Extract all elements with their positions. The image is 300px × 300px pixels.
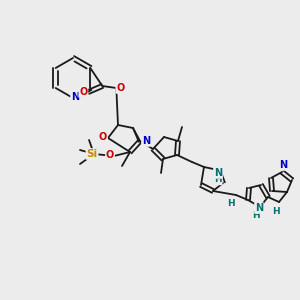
Text: O: O	[106, 150, 114, 160]
Text: O: O	[79, 87, 87, 97]
Text: Si: Si	[86, 149, 98, 159]
Text: H: H	[252, 211, 260, 220]
Text: N: N	[255, 203, 263, 213]
Text: H: H	[214, 176, 222, 184]
Text: H: H	[272, 206, 280, 215]
Text: N: N	[71, 92, 79, 102]
Text: N: N	[279, 160, 287, 170]
Text: N: N	[214, 168, 222, 178]
Text: N: N	[142, 136, 150, 146]
Text: H: H	[227, 199, 235, 208]
Text: O: O	[99, 132, 107, 142]
Text: O: O	[116, 83, 124, 93]
